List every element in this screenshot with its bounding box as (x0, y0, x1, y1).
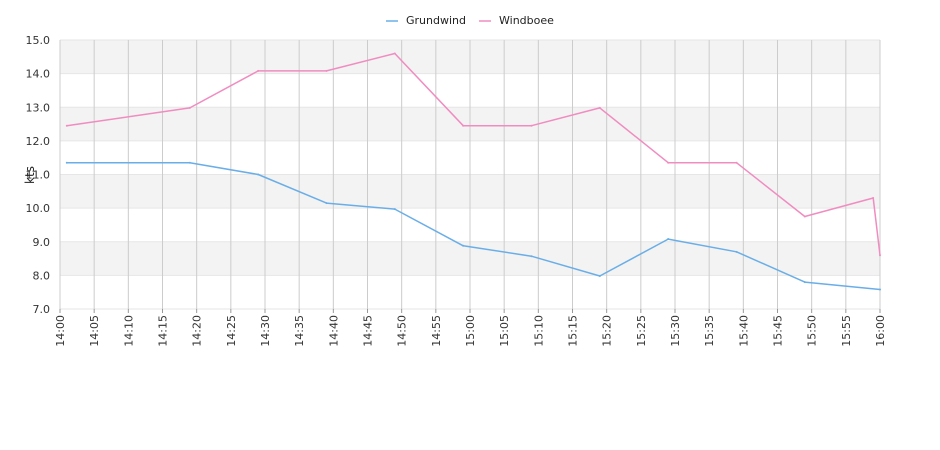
data-point-windboee (462, 124, 465, 127)
x-tick-label: 15:10 (532, 315, 545, 347)
y-tick-label: 14.0 (26, 68, 51, 81)
y-tick-label: 7.0 (33, 303, 51, 316)
data-point-windboee (879, 254, 881, 257)
y-axis-ticks: 7.0 8.0 9.0 10.0 11.0 12.0 13.0 14.0 15.0 (26, 34, 51, 316)
y-tick-label: 12.0 (26, 135, 51, 148)
y-tick-label: 15.0 (26, 34, 51, 47)
x-tick-label: 14:00 (54, 315, 67, 347)
data-point-grundwind (188, 161, 191, 164)
data-point-windboee (188, 106, 191, 109)
x-tick-label: 14:30 (259, 315, 272, 347)
data-point-grundwind (803, 281, 806, 284)
x-tick-label: 14:55 (430, 315, 443, 347)
data-point-windboee (257, 69, 260, 72)
x-tick-label: 15:45 (772, 315, 785, 347)
x-tick-label: 15:40 (737, 315, 750, 347)
y-tick-label: 11.0 (26, 169, 51, 182)
y-tick-label: 10.0 (26, 202, 51, 215)
x-tick-label: 14:05 (88, 315, 101, 347)
data-point-grundwind (65, 161, 68, 164)
x-tick-label: 15:55 (840, 315, 853, 347)
vertical-gridlines (59, 40, 881, 309)
x-tick-label: 14:20 (191, 315, 204, 347)
data-point-grundwind (462, 244, 465, 247)
legend-label-grundwind: Grundwind (406, 14, 466, 27)
legend: Grundwind Windboee (386, 14, 554, 27)
data-point-grundwind (879, 288, 881, 291)
legend-label-windboee: Windboee (499, 14, 554, 27)
data-point-grundwind (393, 208, 396, 211)
data-point-windboee (667, 161, 670, 164)
x-tick-label: 15:05 (498, 315, 511, 347)
y-tick-label: 8.0 (33, 269, 51, 282)
x-tick-label: 14:40 (327, 315, 340, 347)
data-point-windboee (803, 215, 806, 218)
data-point-grundwind (667, 238, 670, 241)
y-tick-label: 13.0 (26, 101, 51, 114)
series-line-grundwind (66, 161, 881, 291)
x-tick-label: 15:35 (703, 315, 716, 347)
data-point-windboee (735, 161, 738, 164)
x-tick-label: 14:35 (293, 315, 306, 347)
x-tick-label: 15:30 (669, 315, 682, 347)
x-tick-label: 14:10 (122, 315, 135, 347)
x-tick-label: 15:15 (567, 315, 580, 347)
data-point-grundwind (598, 275, 601, 278)
series-lines (65, 52, 881, 291)
x-tick-label: 15:25 (635, 315, 648, 347)
y-axis-label: kts (23, 166, 37, 184)
data-point-windboee (598, 106, 601, 109)
data-point-grundwind (257, 173, 260, 176)
x-tick-label: 14:45 (362, 315, 375, 347)
data-point-grundwind (530, 255, 533, 258)
y-tick-label: 9.0 (33, 236, 51, 249)
data-point-windboee (393, 52, 396, 55)
x-tick-label: 15:50 (806, 315, 819, 347)
data-point-windboee (530, 124, 533, 127)
x-tick-label: 14:50 (396, 315, 409, 347)
x-axis-ticks: 14:00 14:05 14:10 14:15 14:20 14:25 14:30 14:35… (54, 309, 887, 347)
data-point-windboee (325, 69, 328, 72)
data-point-grundwind (735, 250, 738, 253)
x-tick-label: 15:00 (464, 315, 477, 347)
data-point-windboee (872, 197, 875, 200)
x-tick-label: 15:20 (601, 315, 614, 347)
x-tick-label: 14:15 (157, 315, 170, 347)
x-tick-label: 16:00 (874, 315, 887, 347)
data-point-grundwind (325, 202, 328, 205)
data-point-windboee (65, 124, 68, 127)
x-tick-label: 14:25 (225, 315, 238, 347)
